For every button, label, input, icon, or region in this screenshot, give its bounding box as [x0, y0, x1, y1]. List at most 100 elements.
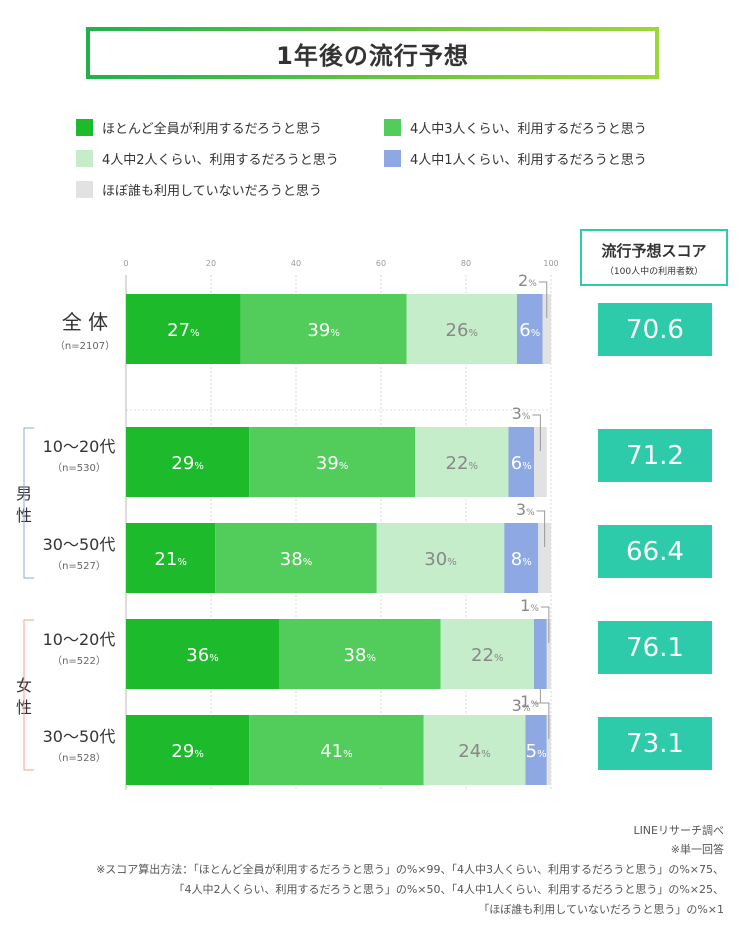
- callout-line-1-4: [532, 414, 541, 451]
- legend-label-4: 4人中1人くらい、利用するだろうと思う: [410, 153, 647, 168]
- data-label-2-3: 8%: [511, 549, 532, 570]
- footer-formula-2: 「4人中2人くらい、利用するだろうと思う」の%×50、「4人中1人くらい、利用す…: [173, 883, 724, 896]
- bar-1-3: [508, 427, 534, 497]
- row-name-2: 30〜50代: [42, 535, 116, 554]
- legend-item-1: ほとんど全員が利用するだろうと思う: [76, 118, 322, 137]
- data-label-4-3: 5%: [526, 741, 547, 762]
- data-label-2-2: 30%: [424, 549, 456, 570]
- bar-3-1: [279, 619, 441, 689]
- row-sample-0: （n=2107）: [54, 341, 116, 352]
- legend-item-5: ほぼ誰も利用していないだろうと思う: [76, 180, 322, 199]
- footer-formula-1: ※スコア算出方法：「ほとんど全員が利用するだろうと思う」の%×99、「4人中3人…: [96, 863, 724, 876]
- bar-1-0: [126, 427, 250, 497]
- row-sample-3: （n=522）: [52, 656, 106, 667]
- data-label-1-4: 3%: [512, 404, 531, 423]
- data-label-4-4: 1%: [520, 692, 539, 711]
- row-label-0: 全 体 （n=2107）: [30, 306, 140, 352]
- x-tick-label-1: 20: [206, 259, 216, 268]
- x-tick-label-4: 80: [461, 259, 471, 268]
- bar-3-3: [534, 619, 547, 689]
- row-sample-4: （n=528）: [52, 753, 106, 764]
- callout-line-4-4: [540, 702, 550, 739]
- score-header-title: 流行予想スコア: [601, 242, 707, 260]
- x-tick-label-0: 0: [123, 259, 128, 268]
- row-sample-2: （n=527）: [52, 561, 106, 572]
- footer-formula-3: 「ほぼ誰も利用していないだろうと思う」の%×1: [478, 903, 724, 916]
- score-header: 流行予想スコア （100人中の利用者数）: [580, 229, 728, 286]
- bar-4-4: [546, 715, 551, 785]
- legend-label-2: 4人中3人くらい、利用するだろうと思う: [410, 122, 647, 137]
- bar-4-1: [249, 715, 424, 785]
- data-label-1-0: 29%: [171, 453, 203, 474]
- data-label-3-0: 36%: [186, 645, 218, 666]
- bar-3-0: [126, 619, 279, 689]
- data-label-1-1: 39%: [316, 453, 348, 474]
- score-value-2: 66.4: [626, 536, 684, 567]
- data-label-1-2: 22%: [446, 453, 478, 474]
- footer-source: LINEリサーチ調べ: [633, 824, 724, 837]
- legend-label-1: ほとんど全員が利用するだろうと思う: [102, 122, 322, 137]
- bar-1-4: [534, 427, 547, 497]
- legend-item-2: 4人中3人くらい、利用するだろうと思う: [384, 118, 647, 137]
- bar-2-0: [126, 523, 216, 593]
- bar-0-2: [406, 294, 517, 364]
- bar-2-3: [504, 523, 539, 593]
- data-label-3-3: 3%: [512, 696, 531, 715]
- row-sample-1: （n=530）: [52, 463, 106, 474]
- score-value-3: 76.1: [626, 632, 684, 663]
- bar-3-4: [546, 619, 551, 689]
- row-name-3: 10〜20代: [42, 630, 116, 649]
- callout-line-3-3: [532, 689, 541, 704]
- score-badge-2: 66.4: [598, 525, 712, 578]
- legend-swatch-3: [76, 150, 93, 167]
- data-label-0-0: 27%: [167, 320, 199, 341]
- male-bracket: [23, 427, 34, 579]
- data-label-4-0: 29%: [171, 741, 203, 762]
- score-header-subtitle: （100人中の利用者数）: [604, 267, 704, 277]
- x-tick-label-2: 40: [291, 259, 301, 268]
- score-badge-4: 73.1: [598, 717, 712, 770]
- data-label-4-2: 24%: [458, 741, 490, 762]
- data-label-0-3: 6%: [519, 320, 540, 341]
- score-value-0: 70.6: [626, 314, 684, 345]
- data-label-0-2: 26%: [446, 320, 478, 341]
- score-badge-3: 76.1: [598, 621, 712, 674]
- bar-2-1: [215, 523, 377, 593]
- data-label-0-1: 39%: [307, 320, 339, 341]
- bar-0-0: [126, 294, 241, 364]
- data-label-3-1: 38%: [344, 645, 376, 666]
- row-name-1: 10〜20代: [42, 437, 116, 456]
- bar-4-0: [126, 715, 250, 785]
- score-badge-0: 70.6: [598, 303, 712, 356]
- x-tick-label-5: 100: [543, 259, 558, 268]
- data-label-2-1: 38%: [280, 549, 312, 570]
- data-label-2-0: 21%: [154, 549, 186, 570]
- legend-item-4: 4人中1人くらい、利用するだろうと思う: [384, 149, 647, 168]
- row-label-4: 30〜50代 （n=528）: [24, 723, 134, 764]
- data-label-3-4: 1%: [520, 596, 539, 615]
- legend-label-3: 4人中2人くらい、利用するだろうと思う: [102, 153, 339, 168]
- row-name-4: 30〜50代: [42, 727, 116, 746]
- legend-swatch-5: [76, 181, 93, 198]
- legend-label-5: ほぼ誰も利用していないだろうと思う: [102, 184, 322, 199]
- legend-swatch-1: [76, 119, 93, 136]
- bar-0-3: [517, 294, 543, 364]
- footer-note: ※単一回答: [670, 843, 724, 856]
- score-value-1: 71.2: [626, 440, 684, 471]
- legend-swatch-4: [384, 150, 401, 167]
- score-value-4: 73.1: [626, 728, 684, 759]
- bar-2-2: [376, 523, 505, 593]
- bar-3-2: [440, 619, 534, 689]
- bar-2-4: [538, 523, 551, 593]
- bar-1-1: [249, 427, 415, 497]
- row-label-2: 30〜50代 （n=527）: [24, 531, 134, 572]
- chart-title: 1年後の流行予想: [276, 41, 469, 70]
- callout-line-2-4: [536, 510, 546, 547]
- chart-title-box: 1年後の流行予想: [86, 27, 659, 79]
- row-label-3: 10〜20代 （n=522）: [24, 626, 134, 667]
- bar-4-3: [525, 715, 547, 785]
- callout-line-3-4: [540, 606, 550, 643]
- bar-0-4: [542, 294, 551, 364]
- data-label-1-3: 6%: [511, 453, 532, 474]
